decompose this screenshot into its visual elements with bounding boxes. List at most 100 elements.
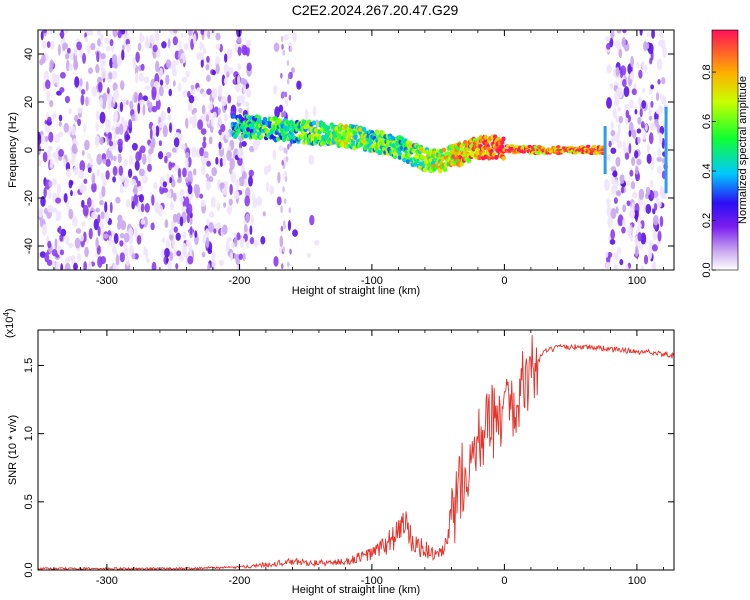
noise-speckle: [200, 58, 204, 68]
noise-speckle: [613, 252, 619, 260]
noise-speckle: [641, 60, 645, 70]
noise-speckle: [63, 158, 66, 167]
snr-frame: [37, 329, 675, 571]
noise-speckle: [169, 122, 172, 134]
noise-speckle: [174, 132, 181, 138]
signal-blob: [500, 144, 505, 150]
spectrogram-x-tick-label: 0: [501, 275, 507, 287]
noise-speckle: [131, 142, 138, 151]
noise-speckle: [645, 186, 651, 196]
colorbar-tick-label: 0.6: [701, 114, 713, 129]
noise-speckle: [626, 179, 630, 187]
noise-speckle: [104, 37, 110, 44]
noise-speckle: [613, 263, 618, 270]
noise-speckle: [151, 86, 157, 98]
noise-speckle: [179, 197, 185, 203]
noise-speckle: [112, 30, 118, 38]
snr-x-tick-label: 0: [501, 575, 507, 587]
noise-speckle: [157, 151, 164, 160]
noise-speckle: [173, 247, 177, 257]
noise-speckle: [283, 198, 287, 205]
noise-speckle: [611, 176, 616, 185]
signal-core: [511, 148, 513, 152]
noise-speckle: [610, 129, 616, 137]
noise-speckle: [65, 53, 70, 60]
noise-speckle: [64, 262, 71, 270]
signal-core: [597, 148, 599, 152]
noise-speckle: [280, 263, 284, 270]
noise-speckle: [286, 59, 290, 66]
noise-speckle: [149, 142, 156, 149]
noise-speckle: [167, 106, 171, 114]
signal-blob: [514, 144, 519, 149]
noise-speckle: [280, 35, 284, 42]
noise-speckle: [66, 168, 71, 178]
noise-speckle: [138, 194, 145, 203]
noise-speckle: [133, 91, 139, 103]
signal-core: [541, 148, 543, 152]
noise-speckle: [88, 227, 93, 240]
signal-blob: [556, 145, 561, 149]
noise-speckle: [208, 175, 214, 183]
snr-plot-area: [38, 335, 674, 570]
noise-speckle: [179, 188, 185, 197]
noise-speckle: [153, 181, 158, 190]
signal-blob: [585, 144, 591, 149]
noise-speckle: [96, 168, 100, 177]
noise-speckle: [634, 245, 639, 257]
noise-speckle: [43, 70, 49, 82]
signal-blob: [336, 135, 342, 141]
noise-speckle: [606, 97, 612, 109]
noise-speckle: [283, 34, 289, 41]
spectrogram-y-tick-label: 40: [23, 48, 35, 60]
noise-speckle: [71, 143, 77, 154]
noise-speckle: [230, 172, 237, 183]
noise-speckle: [200, 164, 206, 176]
noise-speckle: [215, 156, 219, 165]
noise-speckle: [49, 40, 55, 50]
noise-speckle: [95, 207, 100, 213]
noise-speckle: [172, 80, 176, 87]
noise-speckle: [125, 100, 129, 106]
noise-speckle: [263, 165, 269, 175]
noise-speckle: [162, 181, 168, 188]
noise-speckle: [41, 224, 48, 236]
noise-speckle: [225, 131, 230, 140]
noise-speckle: [97, 214, 101, 224]
noise-speckle: [619, 259, 624, 266]
noise-speckle: [70, 157, 75, 165]
noise-speckle: [187, 184, 193, 195]
noise-speckle: [236, 36, 242, 44]
signal-blob: [277, 118, 282, 123]
noise-speckle: [613, 197, 618, 204]
noise-speckle: [65, 234, 70, 245]
noise-speckle: [658, 105, 664, 114]
noise-speckle: [196, 52, 201, 61]
noise-speckle: [614, 39, 621, 49]
noise-speckle: [130, 178, 137, 186]
noise-speckle: [83, 178, 88, 184]
noise-speckle: [287, 143, 290, 150]
noise-speckle: [241, 171, 247, 180]
noise-speckle: [245, 239, 250, 249]
noise-speckle: [200, 199, 206, 207]
noise-speckle: [642, 130, 647, 140]
snr-xlabel: Height of straight line (km): [292, 584, 420, 596]
noise-speckle: [59, 249, 65, 256]
noise-speckle: [211, 251, 216, 261]
noise-speckle: [605, 251, 609, 258]
signal-blob: [422, 167, 427, 173]
signal-blob: [441, 147, 447, 153]
noise-speckle: [47, 116, 52, 122]
noise-speckle: [105, 158, 111, 167]
signal-core: [527, 148, 530, 152]
noise-speckle: [40, 30, 44, 41]
noise-speckle: [51, 249, 58, 257]
noise-speckle: [241, 141, 247, 147]
snr-chart: -300 -200 -100 0 100 0.0 0.5 1.0 1.5 Height of s…: [2, 308, 675, 596]
noise-speckle: [126, 255, 130, 267]
signal-core: [518, 148, 520, 152]
noise-speckle: [162, 187, 169, 193]
noise-speckle: [621, 226, 626, 234]
signal-blob: [305, 123, 311, 129]
